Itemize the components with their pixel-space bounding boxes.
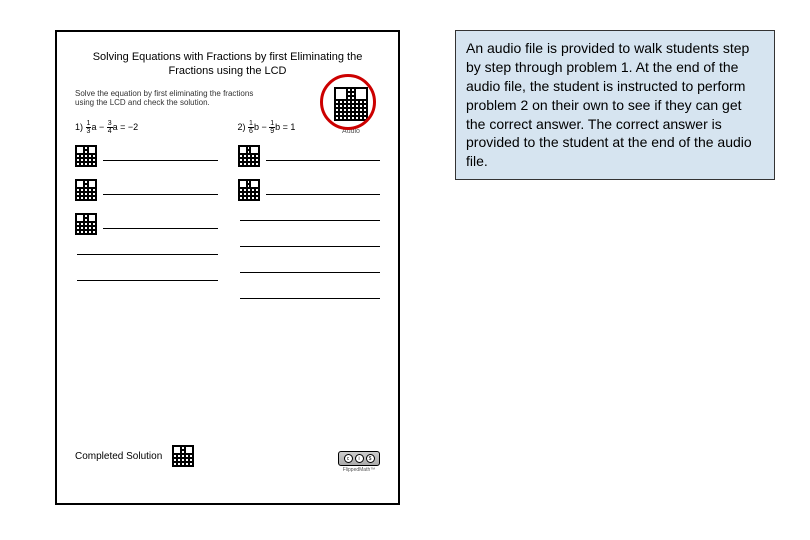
cc-badge-icon: c i $ [338,451,380,466]
qr-code-icon [75,213,97,235]
answer-blank [266,151,381,161]
answer-blank [240,237,381,247]
qr-code-icon [75,179,97,201]
step-row [75,143,218,169]
worksheet-page: Solving Equations with Fractions by firs… [55,30,400,505]
problem-number: 1) [75,122,83,132]
callout-text: An audio file is provided to walk studen… [466,40,752,169]
audio-block: Audio [334,87,368,135]
cc-circle-icon: i [355,454,364,463]
answer-blank [77,245,218,255]
qr-code-icon [238,179,260,201]
explanation-callout: An audio file is provided to walk studen… [455,30,775,180]
step-row [238,177,381,203]
qr-code-icon [172,445,194,467]
problem-1: 1) 13a − 34a = −2 [75,120,218,135]
worksheet-instruction: Solve the equation by first eliminating … [75,89,255,108]
audio-label: Audio [334,128,368,135]
answer-blank [103,185,218,195]
problem-number: 2) [238,122,246,132]
step-row [75,211,218,237]
completed-label: Completed Solution [75,451,162,462]
problem-column-1: 1) 13a − 34a = −2 [75,120,218,315]
license-block: c i $ FlippedMath™ [338,451,380,473]
qr-code-icon [238,145,260,167]
answer-blank [103,151,218,161]
step-row [238,143,381,169]
answer-blank [240,211,381,221]
worksheet-title: Solving Equations with Fractions by firs… [75,50,380,79]
step-row [75,177,218,203]
answer-blank [103,219,218,229]
answer-blank [77,271,218,281]
problems-row: 1) 13a − 34a = −2 2) 16b − 19b = 1 [75,120,380,315]
answer-blank [266,185,381,195]
cc-circle-icon: $ [366,454,375,463]
problem-column-2: 2) 16b − 19b = 1 [238,120,381,315]
qr-code-icon [334,87,368,121]
cc-caption: FlippedMath™ [338,467,380,473]
answer-blank [240,289,381,299]
qr-code-icon [75,145,97,167]
completed-solution: Completed Solution [75,445,194,467]
answer-blank [240,263,381,273]
cc-circle-icon: c [344,454,353,463]
